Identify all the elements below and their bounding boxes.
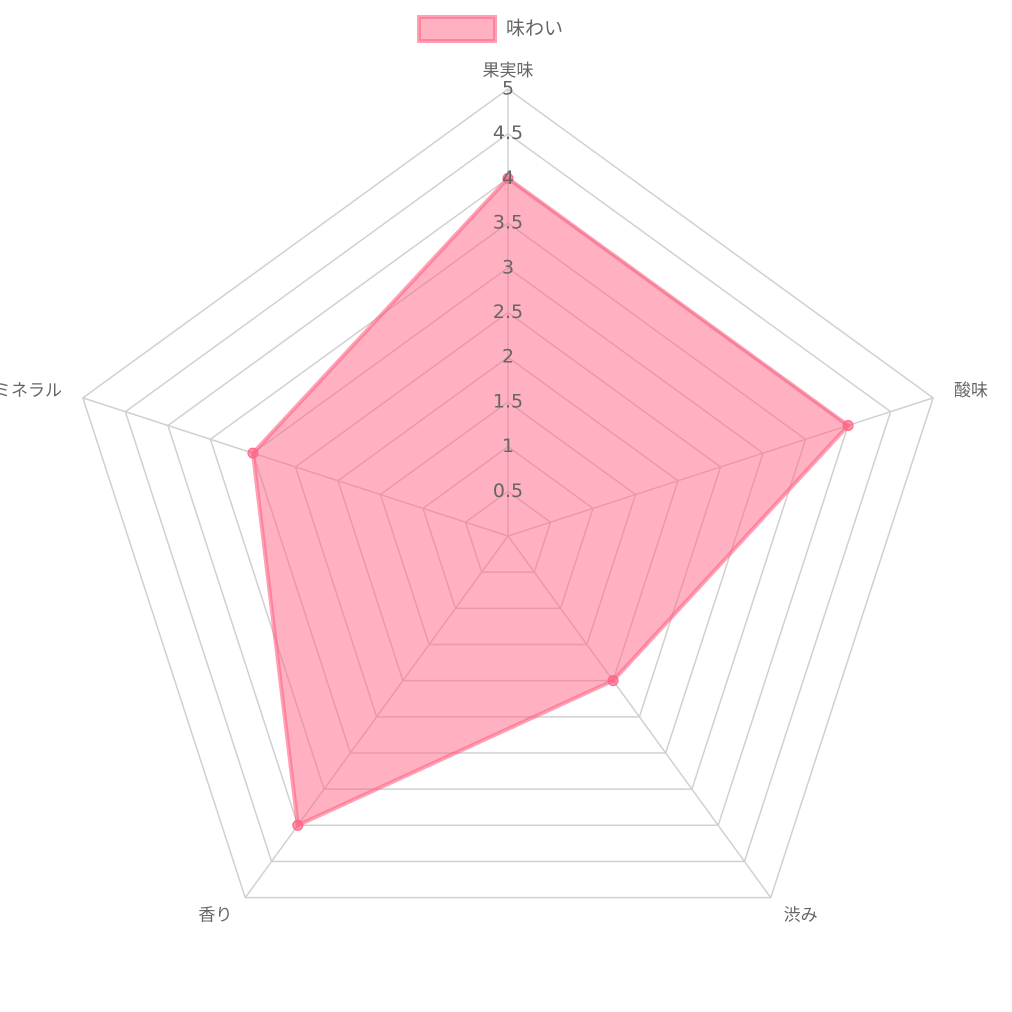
- r-tick-label: 4.5: [493, 122, 523, 144]
- legend-label: 味わい: [506, 18, 563, 40]
- radar-area: [250, 175, 852, 829]
- data-point: [292, 819, 304, 831]
- r-tick-label: 0.5: [493, 480, 523, 502]
- r-tick-label: 1: [502, 435, 514, 457]
- r-tick-label: 2: [502, 346, 514, 368]
- data-point: [842, 419, 854, 431]
- data-point: [607, 675, 619, 687]
- r-tick-label: 3: [502, 256, 514, 278]
- r-tick-label: 4: [502, 167, 514, 189]
- data-point: [502, 172, 514, 184]
- grid-line: [81, 88, 935, 899]
- r-tick-label: 1.5: [493, 390, 523, 412]
- grid-line: [124, 132, 892, 863]
- category-label: 香り: [198, 905, 232, 925]
- data-point: [247, 447, 259, 459]
- category-label: 果実味: [483, 61, 534, 81]
- r-tick-label: 2.5: [493, 301, 523, 323]
- r-tick-label: 5: [502, 78, 514, 100]
- category-label: 酸味: [954, 381, 988, 401]
- category-label: 渋み: [784, 905, 818, 925]
- legend-swatch: [417, 15, 497, 43]
- r-tick-label: 3.5: [493, 212, 523, 234]
- category-label: ミネラル: [0, 381, 62, 401]
